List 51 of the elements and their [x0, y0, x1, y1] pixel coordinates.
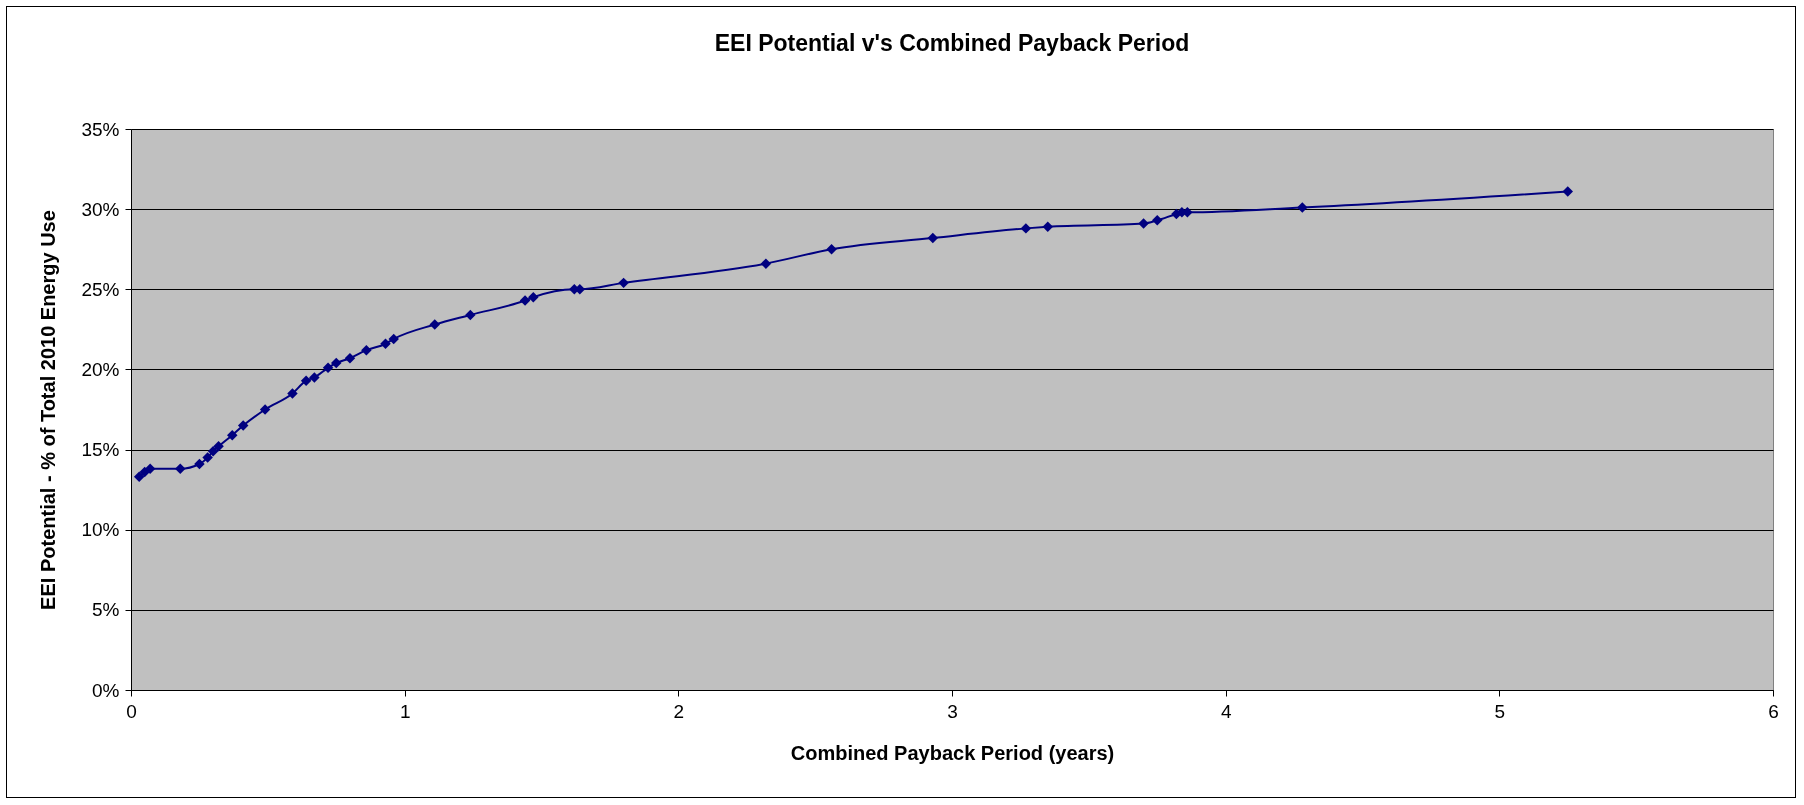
y-tick-label: 20% [81, 358, 120, 380]
point [1297, 202, 1308, 213]
point [1020, 223, 1032, 234]
point [133, 471, 145, 483]
point [429, 319, 441, 330]
x-axis-title: Combined Payback Period (years) [790, 741, 1115, 764]
x-tick-label: 5 [1494, 700, 1506, 722]
x-tick-label: 3 [947, 700, 958, 722]
point [331, 357, 342, 369]
point [259, 404, 271, 415]
point [194, 458, 205, 470]
point [528, 292, 539, 303]
x-tick-label: 0 [126, 700, 137, 722]
point [380, 338, 391, 350]
point [618, 277, 629, 289]
point [927, 232, 939, 244]
point [388, 333, 399, 345]
point [300, 375, 312, 386]
point [760, 258, 772, 269]
point [1042, 221, 1054, 233]
point [237, 420, 249, 431]
point [465, 309, 476, 321]
point [144, 463, 156, 475]
point [826, 243, 837, 255]
point [1152, 215, 1163, 226]
point [287, 388, 298, 399]
y-tick-label: 35% [81, 118, 120, 140]
y-tick-label: 25% [81, 278, 120, 300]
point [227, 429, 238, 441]
y-tick-label: 10% [81, 519, 120, 541]
x-tick-label: 4 [1220, 700, 1232, 722]
point [361, 344, 372, 356]
point [309, 372, 320, 383]
point [519, 295, 531, 306]
y-axis-title: EEI Potential - % of Total 2010 Energy Use [37, 210, 60, 610]
point [344, 352, 356, 364]
y-tick-label: 30% [81, 198, 120, 220]
point [175, 463, 186, 475]
point [1562, 186, 1573, 197]
point [1138, 218, 1149, 229]
y-tick-label: 15% [81, 439, 120, 461]
point [213, 441, 224, 452]
point [207, 445, 219, 457]
chart-title: EEI Potential v's Combined Payback Period [714, 30, 1190, 56]
y-tick-label: 0% [92, 679, 120, 701]
point [202, 452, 213, 463]
x-tick-label: 2 [673, 700, 685, 722]
point [322, 362, 334, 374]
x-tick-label: 6 [1768, 700, 1779, 722]
y-tick-label: 5% [92, 599, 120, 621]
x-tick-label: 1 [399, 700, 411, 722]
